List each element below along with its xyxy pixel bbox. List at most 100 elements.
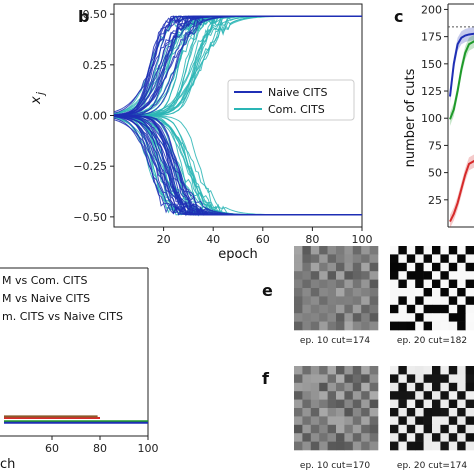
pixel-cell	[319, 391, 328, 400]
panel-c: c 200 175 150 125 100 75 50 25 number of cuts	[394, 3, 474, 229]
pixel-cell	[432, 441, 441, 451]
pixel-cell	[361, 366, 370, 375]
pixel-cell	[390, 254, 399, 264]
pixel-cell	[406, 416, 416, 426]
pixel-cell	[361, 254, 370, 264]
pixel-cell	[344, 279, 354, 289]
pixel-cell	[457, 424, 466, 434]
c-series-line	[449, 159, 474, 223]
pixel-cell	[294, 399, 303, 409]
pixel-cell	[327, 296, 337, 306]
pixel-cell	[406, 304, 416, 314]
b-ytick-label: 0.25	[83, 59, 108, 72]
pixel-cell	[369, 382, 379, 392]
panel-d-legend-2: M vs Naive CITS	[2, 292, 90, 305]
pixel-cell	[398, 433, 408, 442]
pixel-cell	[448, 433, 458, 442]
pixel-cell	[310, 441, 320, 451]
panel-e-caption-1: ep. 10 cut=174	[300, 336, 370, 346]
pixel-cell	[352, 408, 362, 417]
pixel-cell	[310, 271, 320, 280]
pixel-cell	[465, 424, 474, 434]
pixel-cell	[319, 254, 328, 264]
pixel-cell	[344, 296, 354, 306]
pixel-cell	[432, 279, 441, 289]
pixel-cell	[423, 254, 433, 264]
pixel-cell	[336, 391, 345, 400]
pixel-cell	[352, 433, 362, 442]
pixel-cell	[302, 366, 312, 375]
pixel-cell	[327, 271, 337, 280]
pixel-cell	[406, 262, 416, 272]
pixel-cell	[369, 424, 379, 434]
pixel-cell	[369, 304, 379, 314]
pixel-cell	[398, 408, 408, 417]
pixel-cell	[369, 246, 379, 255]
pixel-cell	[336, 271, 345, 280]
pixel-cell	[310, 416, 320, 426]
pixel-cell	[327, 441, 337, 451]
pixel-cell	[448, 382, 458, 392]
pixel-cell	[302, 374, 312, 384]
pixel-cell	[423, 424, 433, 434]
pixel-cell	[432, 254, 441, 264]
pixel-cell	[310, 296, 320, 306]
legend-naive-label: Naive CITS	[268, 86, 327, 99]
pixel-cell	[361, 304, 370, 314]
pixel-cell	[406, 296, 416, 306]
pixel-cell	[465, 271, 474, 280]
pixel-cell	[302, 246, 312, 255]
pixel-cell	[398, 424, 408, 434]
pixel-cell	[415, 408, 424, 417]
pixel-cell	[327, 254, 337, 264]
pixel-cell	[390, 271, 399, 280]
pixel-cell	[336, 408, 345, 417]
pixel-cell	[423, 416, 433, 426]
pixel-cell	[415, 433, 424, 442]
c-ytick-label: 125	[421, 85, 442, 98]
pixel-cell	[352, 399, 362, 409]
pixel-cell	[390, 416, 399, 426]
pixel-cell	[344, 366, 354, 375]
pixel-cell	[361, 374, 370, 384]
pixel-cell	[294, 304, 303, 314]
b-xtick-label: 20	[157, 233, 171, 246]
pixel-cell	[457, 391, 466, 400]
pixel-cell	[457, 262, 466, 272]
pixel-cell	[327, 391, 337, 400]
pixel-cell	[457, 321, 466, 331]
pixel-cell	[369, 399, 379, 409]
pixel-cell	[302, 313, 312, 322]
pixel-cell	[390, 433, 399, 442]
pixel-cell	[415, 271, 424, 280]
pixel-cell	[352, 391, 362, 400]
pixel-cell	[423, 321, 433, 331]
pixel-cell	[390, 288, 399, 297]
pixel-cell	[465, 254, 474, 264]
pixel-cell	[369, 433, 379, 442]
pixel-cell	[336, 366, 345, 375]
pixel-cell	[327, 288, 337, 297]
pixel-cell	[432, 271, 441, 280]
pixel-cell	[423, 399, 433, 409]
pixel-cell	[361, 433, 370, 442]
pixel-cell	[457, 433, 466, 442]
pixel-cell	[440, 271, 450, 280]
pixel-cell	[344, 254, 354, 264]
pixel-cell	[327, 374, 337, 384]
panel-f: f ep. 10 cut=170 ep. 20 cut=174	[262, 366, 474, 471]
pixel-cell	[302, 288, 312, 297]
pixel-cell	[369, 262, 379, 272]
pixel-cell	[406, 424, 416, 434]
pixel-cell	[465, 441, 474, 451]
pixel-cell	[336, 399, 345, 409]
pixel-cell	[336, 254, 345, 264]
pixel-cell	[448, 321, 458, 331]
pixel-cell	[390, 296, 399, 306]
svg-text:j: j	[34, 91, 47, 97]
pixel-cell	[440, 366, 450, 375]
pixel-cell	[465, 433, 474, 442]
pixel-cell	[319, 246, 328, 255]
pixel-cell	[457, 366, 466, 375]
pixel-cell	[423, 246, 433, 255]
